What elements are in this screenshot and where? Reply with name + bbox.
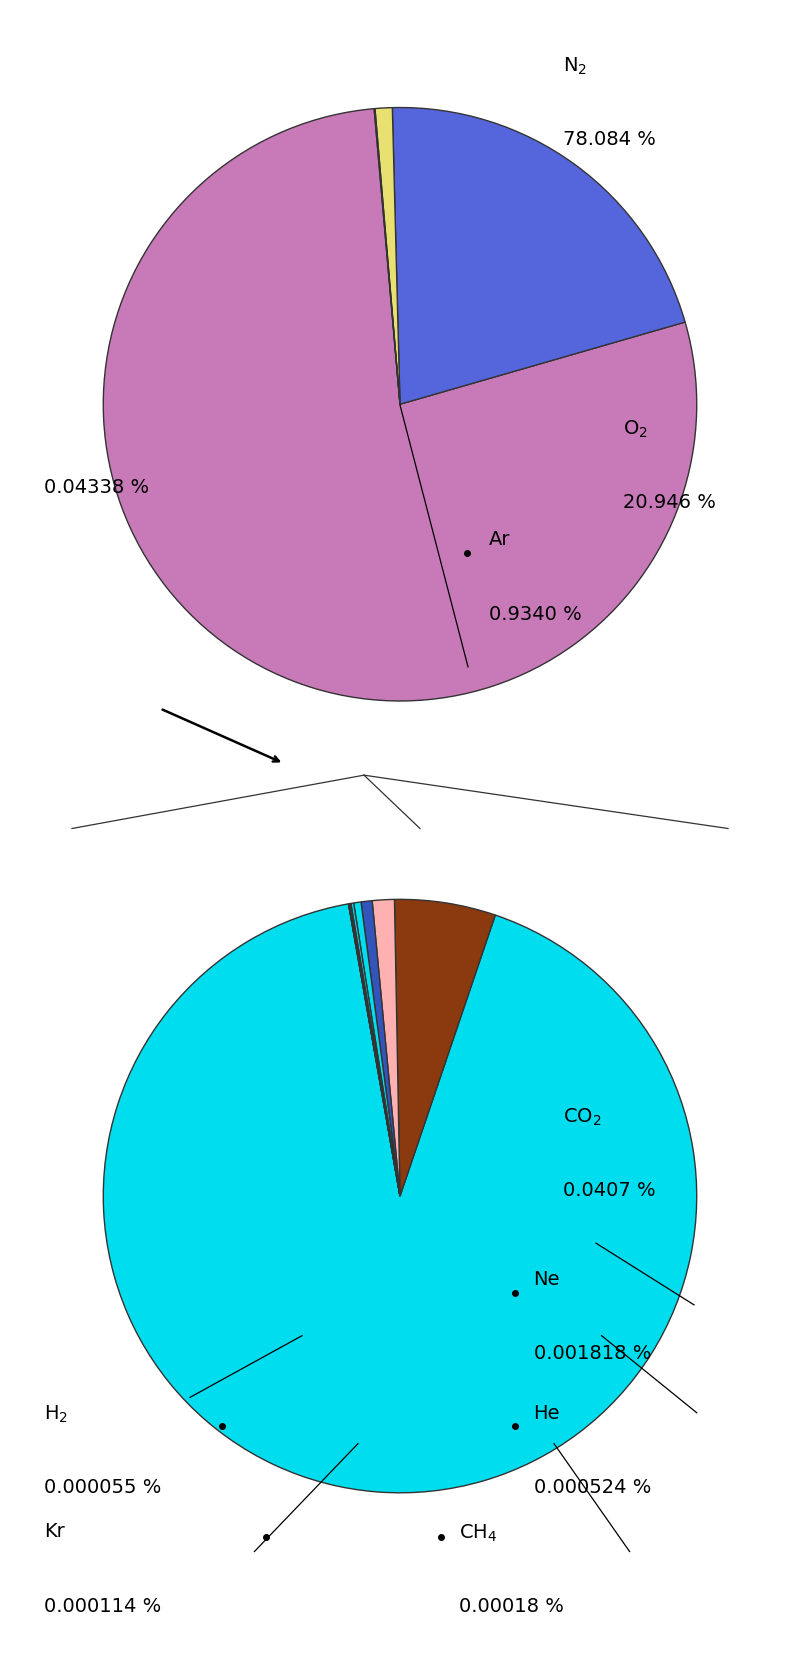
Text: 0.000524 %: 0.000524 % (534, 1479, 651, 1497)
Text: 0.001818 %: 0.001818 % (534, 1344, 651, 1364)
Wedge shape (361, 900, 400, 1197)
Wedge shape (372, 900, 400, 1197)
Wedge shape (350, 904, 400, 1197)
Text: 0.000114 %: 0.000114 % (44, 1597, 161, 1615)
Wedge shape (351, 904, 400, 1197)
Text: Kr: Kr (44, 1522, 65, 1542)
Text: 0.04338 %: 0.04338 % (44, 478, 149, 497)
Wedge shape (349, 904, 400, 1197)
Wedge shape (349, 904, 400, 1197)
Text: CH$_4$: CH$_4$ (459, 1522, 498, 1544)
Text: N$_2$: N$_2$ (563, 55, 587, 77)
Text: H$_2$: H$_2$ (44, 1404, 68, 1425)
Text: O$_2$: O$_2$ (622, 418, 647, 440)
Text: 0.0407 %: 0.0407 % (563, 1182, 656, 1200)
Wedge shape (375, 108, 400, 405)
Text: CO$_2$: CO$_2$ (563, 1107, 602, 1129)
Text: Ne: Ne (534, 1270, 560, 1289)
Wedge shape (103, 108, 697, 700)
Wedge shape (392, 108, 685, 405)
Text: Ar: Ar (489, 530, 510, 550)
Text: 20.946 %: 20.946 % (622, 493, 715, 512)
Text: 78.084 %: 78.084 % (563, 130, 656, 148)
Text: 0.9340 %: 0.9340 % (489, 605, 582, 623)
Wedge shape (394, 900, 495, 1197)
Wedge shape (103, 904, 697, 1492)
Wedge shape (374, 108, 400, 405)
Wedge shape (354, 902, 400, 1197)
Text: 0.00018 %: 0.00018 % (459, 1597, 564, 1615)
Text: He: He (534, 1404, 560, 1422)
Text: 0.000055 %: 0.000055 % (44, 1479, 162, 1497)
